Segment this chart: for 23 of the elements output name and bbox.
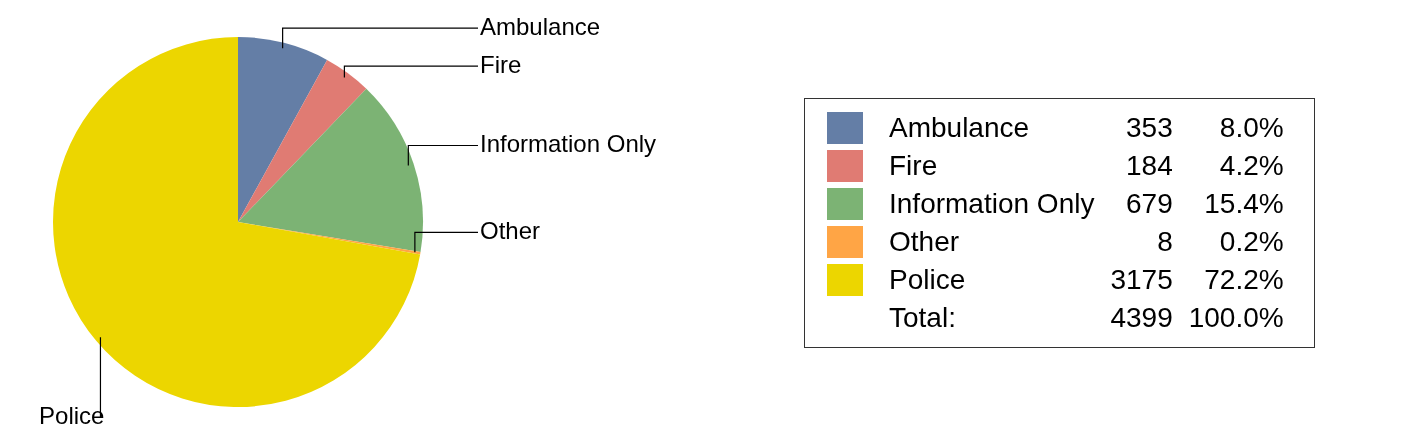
data-label: 4.2% [1218, 149, 1285, 183]
legend-label: Fire [888, 149, 939, 183]
slice-label: Police [39, 401, 105, 429]
slice-label: Ambulance [480, 12, 601, 40]
slice-label: Fire [480, 50, 522, 78]
legend-label: Ambulance [888, 111, 1031, 145]
slice-label: Information Only [480, 130, 657, 158]
text: Total: [889, 302, 956, 333]
text: 100.0% [1188, 302, 1284, 333]
text: 8 [1157, 226, 1173, 257]
legend-label: Police [888, 263, 967, 297]
text: 4399 [1110, 302, 1173, 333]
legend-label: Other [888, 225, 961, 259]
text: 353 [1126, 112, 1173, 143]
data-label: 8.0% [1218, 111, 1285, 145]
slice-label: Other [480, 216, 541, 244]
text: 184 [1126, 150, 1173, 181]
text: 3175 [1110, 264, 1173, 295]
data-label: 15.4% [1203, 187, 1285, 221]
legend-label: Information Only [888, 187, 1096, 221]
data-label: 0.2% [1218, 225, 1285, 259]
data-label: 72.2% [1203, 263, 1285, 297]
text: 679 [1126, 188, 1173, 219]
